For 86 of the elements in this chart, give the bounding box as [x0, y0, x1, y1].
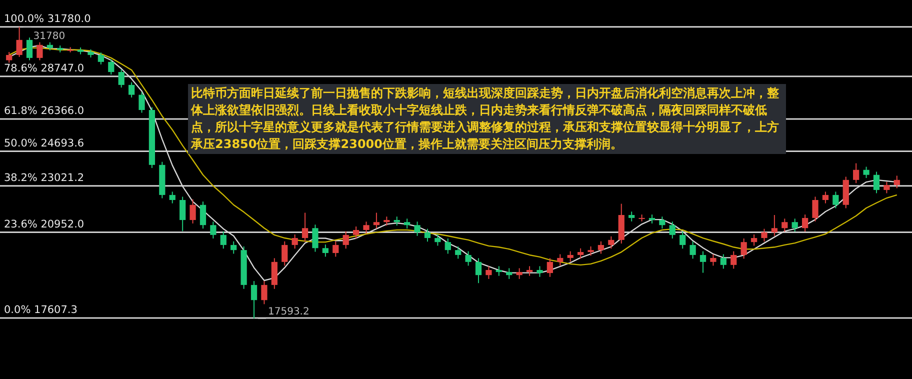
- candlestick: [271, 258, 278, 290]
- candlestick: [434, 234, 441, 246]
- candlestick: [250, 280, 258, 319]
- candlestick: [669, 221, 676, 239]
- candlestick: [200, 201, 206, 230]
- candlestick: [220, 230, 226, 250]
- candlestick: [506, 268, 512, 280]
- ref-line-label: 23.6% 20952.0: [4, 218, 84, 230]
- candlestick: [608, 236, 614, 250]
- annotation: 比特币方面昨日延续了前一日抛售的下跌影响，短线出现深度回踩走势，日内开盘后消化利空消息再次上冲，整体上涨欲望依旧强烈。日线上看收取小十字短线止跌，日内走势来看行情反弹不破高点，隔夜回踩同样不破低点，所以十字星的意义更多就是代表了行情需要进入调整修复的过程，承压和支撑位置较显得十分明显了，上方承压23850位置，回踩支撑23000位置，操作上就需要关注区间压力支撑利润。: [188, 84, 786, 154]
- candlestick: [363, 221, 370, 234]
- candlestick: [873, 171, 880, 194]
- candlestick: [822, 191, 829, 204]
- point-note: 31780: [22, 26, 66, 42]
- candlestick: [190, 198, 196, 224]
- point-note: 17593.2: [258, 306, 310, 319]
- candlestick: [710, 254, 716, 266]
- candlestick: [332, 240, 339, 258]
- candlestick: [536, 266, 543, 278]
- candlestick: [853, 162, 860, 184]
- candlestick: [26, 37, 33, 61]
- ref-line-label: 50.0% 24693.6: [4, 137, 84, 150]
- candlestick: [322, 244, 329, 258]
- candlestick: [740, 238, 747, 260]
- candlestick: [863, 166, 870, 179]
- candlestick: [230, 240, 237, 254]
- candlestick: [180, 196, 186, 232]
- candlestick: [292, 234, 298, 250]
- candlestick: [750, 234, 758, 246]
- ref-line-label: 38.2% 23021.2: [4, 172, 84, 184]
- candlestick: [169, 191, 176, 204]
- annotation: 31780: [33, 30, 66, 42]
- candlestick: [475, 258, 482, 284]
- candlestick: [302, 212, 308, 242]
- candlestick: [782, 218, 788, 232]
- ref-line-label: 61.8% 26366.0: [4, 104, 84, 117]
- candlestick: [516, 268, 522, 280]
- candlestick: [720, 254, 726, 270]
- candlestick: [444, 238, 451, 254]
- candlestick: [342, 230, 349, 250]
- candlestick: [138, 92, 145, 114]
- candlestick: [577, 248, 584, 260]
- candlestick: [598, 240, 604, 254]
- candlestick: [567, 250, 574, 262]
- ref-line-label: 0.0% 17607.3: [4, 304, 78, 316]
- candlestick: [812, 196, 818, 222]
- candlestick: [884, 181, 890, 194]
- candlestick: [628, 211, 635, 222]
- candlestick: [730, 250, 737, 270]
- candlestick: [414, 221, 420, 236]
- ref-line-label: 100.0% 31780.0: [4, 12, 91, 25]
- candlestick: [312, 224, 318, 252]
- candlestick: [282, 240, 288, 266]
- candlestick: [465, 250, 472, 266]
- annotation: 17593.2: [268, 306, 310, 318]
- candlestick: [546, 258, 554, 278]
- candlestick: [771, 214, 778, 236]
- candlestick: [404, 218, 410, 230]
- candlestick: [557, 254, 564, 266]
- candlestick: [16, 26, 22, 58]
- candlestick: [659, 216, 666, 230]
- candlestick: [680, 230, 686, 250]
- candlestick: [761, 228, 768, 242]
- candlestick: [700, 250, 706, 274]
- candlestick: [486, 266, 492, 280]
- candlestick: [832, 191, 839, 209]
- candlestick: [118, 68, 124, 88]
- ref-line-label: 78.6% 28747.0: [4, 62, 84, 74]
- candlestick: [455, 246, 462, 260]
- candlestick: [352, 226, 360, 239]
- candlestick: [424, 228, 431, 242]
- candlestick: [792, 218, 798, 232]
- candlestick: [496, 266, 502, 276]
- candlestick: [128, 82, 135, 98]
- candlestick: [98, 52, 104, 65]
- candlestick: [690, 240, 696, 260]
- candlestick: [588, 246, 594, 256]
- candlestick: [373, 212, 380, 230]
- candlestick: [6, 52, 12, 64]
- candlestick: [894, 175, 900, 189]
- candlestick: [108, 58, 114, 76]
- candlestick: [210, 221, 216, 239]
- candlestick: [802, 214, 808, 232]
- candlestick: [261, 280, 268, 305]
- candlestick: [526, 266, 533, 276]
- candlestick: [36, 42, 43, 61]
